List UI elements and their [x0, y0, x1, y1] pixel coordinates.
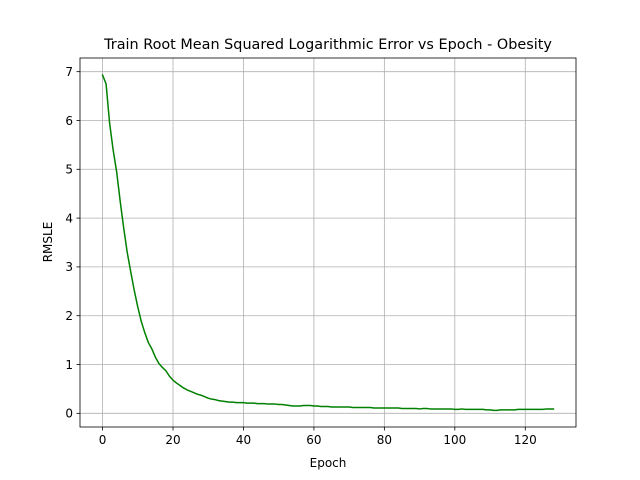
- y-tick-label: 6: [65, 114, 73, 128]
- y-axis-ticks: 0 1 2 3 4 5 6 7: [65, 65, 80, 421]
- x-axis-label: Epoch: [310, 456, 347, 470]
- plot-frame: [79, 57, 577, 428]
- x-tick-label: 40: [236, 433, 251, 447]
- x-tick-label: 20: [165, 433, 180, 447]
- series-layer: [101, 74, 555, 412]
- y-tick-label: 2: [65, 309, 73, 323]
- y-tick-label: 4: [65, 211, 73, 225]
- x-axis-ticks: 0 20 40 60 80 100 120: [99, 427, 537, 447]
- rmsle-series-line: [101, 74, 555, 412]
- x-tick-label: 80: [377, 433, 392, 447]
- y-tick-label: 7: [65, 65, 73, 79]
- y-tick-label: 0: [65, 407, 73, 421]
- x-tick-label: 120: [514, 433, 537, 447]
- y-tick-label: 3: [65, 260, 73, 274]
- grid: [80, 58, 576, 427]
- chart-title: Train Root Mean Squared Logarithmic Erro…: [103, 37, 552, 53]
- x-tick-label: 0: [99, 433, 107, 447]
- x-tick-label: 100: [443, 433, 466, 447]
- x-tick-label: 60: [306, 433, 321, 447]
- y-axis-label: RMSLE: [41, 222, 55, 263]
- y-tick-label: 1: [65, 358, 73, 372]
- y-tick-label: 5: [65, 163, 73, 177]
